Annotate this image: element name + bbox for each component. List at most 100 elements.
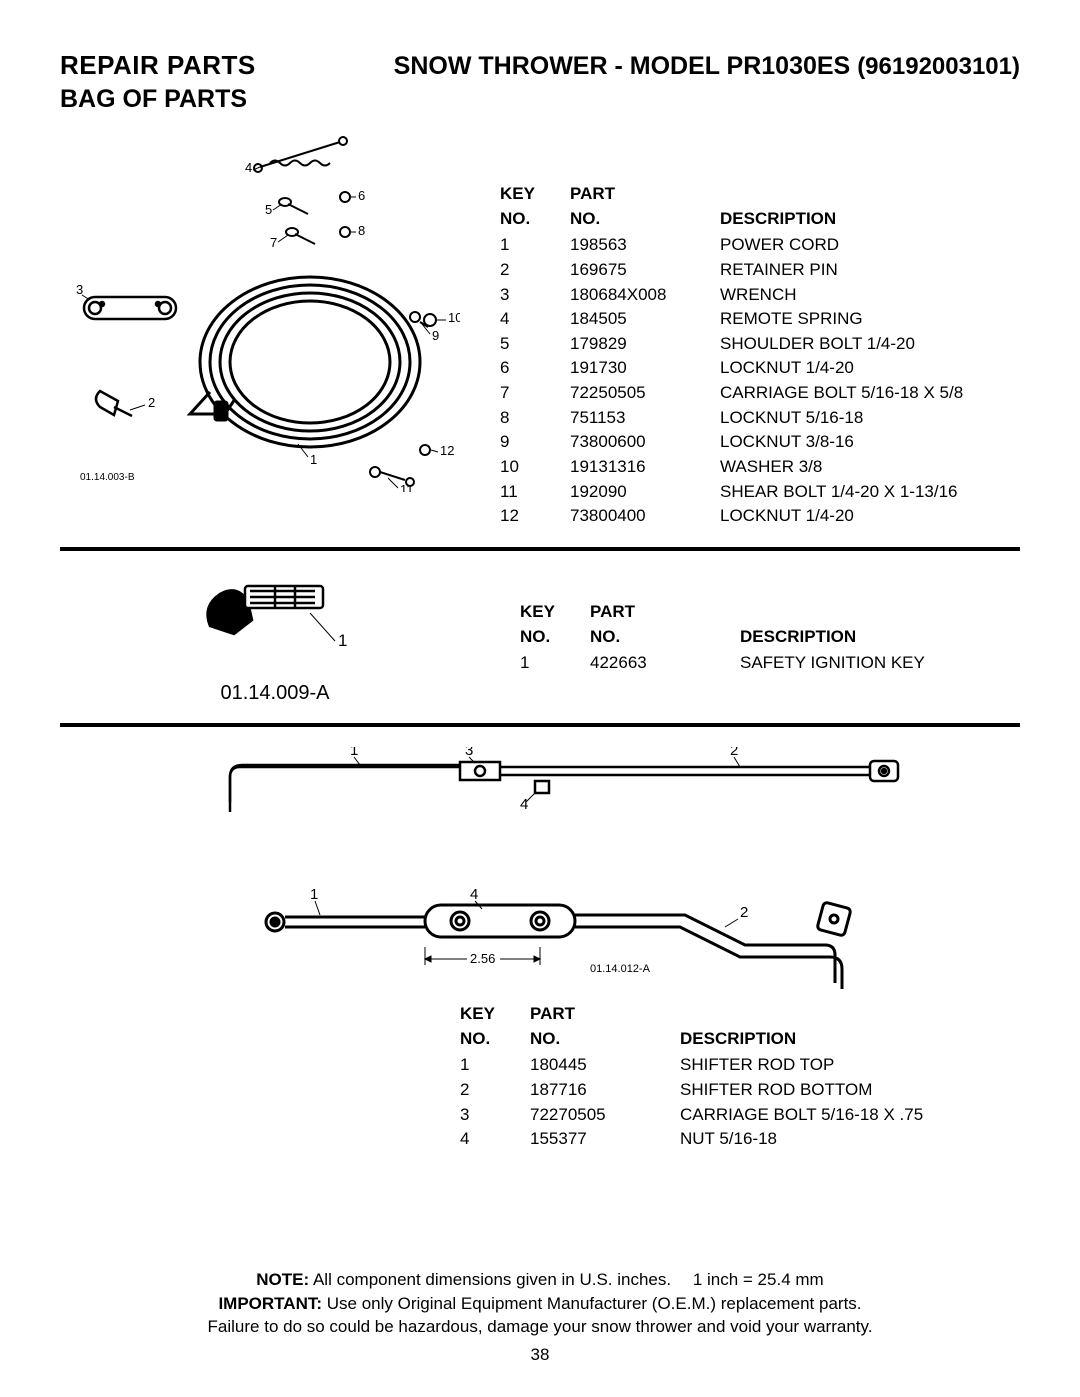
cell-part: 169675: [570, 258, 720, 283]
svg-text:01.14.012-A: 01.14.012-A: [590, 963, 651, 975]
th-key: KEY: [460, 1002, 530, 1027]
cell-key: 1: [520, 651, 590, 676]
diagram-3-svg: 1 3 2 4: [170, 747, 910, 997]
diagram-3: 1 3 2 4: [170, 747, 910, 1002]
cell-desc: SHIFTER ROD BOTTOM: [680, 1078, 980, 1103]
section-3: 1 3 2 4: [60, 747, 1020, 1152]
cell-desc: LOCKNUT 1/4-20: [720, 504, 1020, 529]
table-row: 2169675RETAINER PIN: [500, 258, 1020, 283]
cell-desc: WASHER 3/8: [720, 455, 1020, 480]
svg-text:6: 6: [358, 188, 365, 203]
cell-key: 4: [500, 307, 570, 332]
cell-desc: SHIFTER ROD TOP: [680, 1053, 980, 1078]
separator-2: [60, 723, 1020, 727]
svg-text:1: 1: [338, 631, 347, 650]
cell-key: 6: [500, 356, 570, 381]
cell-part: 19131316: [570, 455, 720, 480]
table-row: 4184505REMOTE SPRING: [500, 307, 1020, 332]
separator-1: [60, 547, 1020, 551]
cell-desc: CARRIAGE BOLT 5/16-18 X .75: [680, 1103, 980, 1128]
note-text: All component dimensions given in U.S. i…: [313, 1270, 824, 1289]
svg-text:8: 8: [358, 223, 365, 238]
cell-desc: WRENCH: [720, 283, 1020, 308]
diagram-2-svg: 1: [190, 571, 360, 671]
svg-text:7: 7: [270, 235, 277, 250]
table-row: 2187716SHIFTER ROD BOTTOM: [460, 1078, 980, 1103]
cell-part: 73800600: [570, 430, 720, 455]
cell-desc: RETAINER PIN: [720, 258, 1020, 283]
cell-part: 751153: [570, 406, 720, 431]
section-1: 4 5 6 7 8: [60, 132, 1020, 529]
svg-text:9: 9: [432, 328, 439, 343]
th-part-no: NO.: [570, 207, 720, 232]
cell-desc: LOCKNUT 1/4-20: [720, 356, 1020, 381]
th-part-no: NO.: [590, 625, 740, 650]
diagram-1-svg: 4 5 6 7 8: [60, 132, 460, 492]
parts-table-3-header: KEY NO. PART NO. DESCRIPTION: [460, 1002, 980, 1051]
table-row: 772250505CARRIAGE BOLT 5/16-18 X 5/8: [500, 381, 1020, 406]
diagram-1-code: 01.14.003-B: [80, 472, 135, 483]
cell-part: 191730: [570, 356, 720, 381]
cell-desc: LOCKNUT 3/8-16: [720, 430, 1020, 455]
th-desc: DESCRIPTION: [680, 1027, 980, 1052]
model-line: SNOW THROWER - MODEL PR1030ES (961920031…: [394, 52, 1020, 81]
cell-key: 9: [500, 430, 570, 455]
note-label: NOTE:: [256, 1270, 309, 1289]
model-prefix: SNOW THROWER - MODEL: [394, 52, 720, 80]
cell-key: 11: [500, 480, 570, 505]
cell-part: 180445: [530, 1053, 680, 1078]
th-key-no: NO.: [520, 625, 590, 650]
cell-key: 4: [460, 1127, 530, 1152]
th-key-no: NO.: [500, 207, 570, 232]
cell-key: 12: [500, 504, 570, 529]
table-row: 1273800400LOCKNUT 1/4-20: [500, 504, 1020, 529]
svg-text:10: 10: [448, 310, 460, 325]
th-part: PART: [570, 182, 720, 207]
cell-key: 10: [500, 455, 570, 480]
svg-text:2: 2: [148, 395, 155, 410]
svg-text:4: 4: [245, 160, 252, 175]
svg-text:11: 11: [400, 482, 414, 492]
cell-part: 72270505: [530, 1103, 680, 1128]
th-desc: DESCRIPTION: [740, 625, 1020, 650]
table-row: 1019131316WASHER 3/8: [500, 455, 1020, 480]
section-2: 1 01.14.009-A KEY NO. PART NO. DESCRIPTI…: [60, 571, 1020, 705]
parts-table-1-header: KEY NO. PART NO. DESCRIPTION: [500, 182, 1020, 231]
table-row: 1422663SAFETY IGNITION KEY: [520, 651, 1020, 676]
table-row: 8751153LOCKNUT 5/16-18: [500, 406, 1020, 431]
th-part: PART: [530, 1002, 680, 1027]
cell-key: 5: [500, 332, 570, 357]
diagram-2: 1 01.14.009-A: [190, 571, 360, 705]
cell-part: 192090: [570, 480, 720, 505]
diagram-2-label: 01.14.009-A: [190, 682, 360, 705]
cell-key: 2: [500, 258, 570, 283]
cell-key: 3: [460, 1103, 530, 1128]
parts-table-3: KEY NO. PART NO. DESCRIPTION 1180445SHIF…: [460, 1002, 980, 1152]
cell-key: 1: [500, 233, 570, 258]
cell-part: 72250505: [570, 381, 720, 406]
th-key-no: NO.: [460, 1027, 530, 1052]
th-part: PART: [590, 600, 740, 625]
parts-table-1: KEY NO. PART NO. DESCRIPTION 1198563POWE…: [500, 182, 1020, 529]
parts-table-3-body: 1180445SHIFTER ROD TOP2187716SHIFTER ROD…: [460, 1053, 980, 1152]
cell-part: 198563: [570, 233, 720, 258]
svg-text:4: 4: [520, 796, 528, 813]
table-row: 5179829SHOULDER BOLT 1/4-20: [500, 332, 1020, 357]
cell-part: 184505: [570, 307, 720, 332]
table-row: 973800600LOCKNUT 3/8-16: [500, 430, 1020, 455]
parts-table-2-body: 1422663SAFETY IGNITION KEY: [520, 651, 1020, 676]
svg-text:2: 2: [740, 904, 748, 921]
cell-key: 2: [460, 1078, 530, 1103]
important-label: IMPORTANT:: [218, 1294, 322, 1313]
th-key: KEY: [500, 182, 570, 207]
parts-table-2-header: KEY NO. PART NO. DESCRIPTION: [520, 600, 1020, 649]
th-desc: DESCRIPTION: [720, 207, 1020, 232]
bag-of-parts-title: BAG OF PARTS: [60, 85, 1020, 114]
cell-desc: SHOULDER BOLT 1/4-20: [720, 332, 1020, 357]
header-row: REPAIR PARTS SNOW THROWER - MODEL PR1030…: [60, 50, 1020, 81]
svg-text:3: 3: [76, 282, 83, 297]
cell-desc: REMOTE SPRING: [720, 307, 1020, 332]
table-row: 1198563POWER CORD: [500, 233, 1020, 258]
cell-part: 155377: [530, 1127, 680, 1152]
repair-parts-title: REPAIR PARTS: [60, 50, 256, 81]
